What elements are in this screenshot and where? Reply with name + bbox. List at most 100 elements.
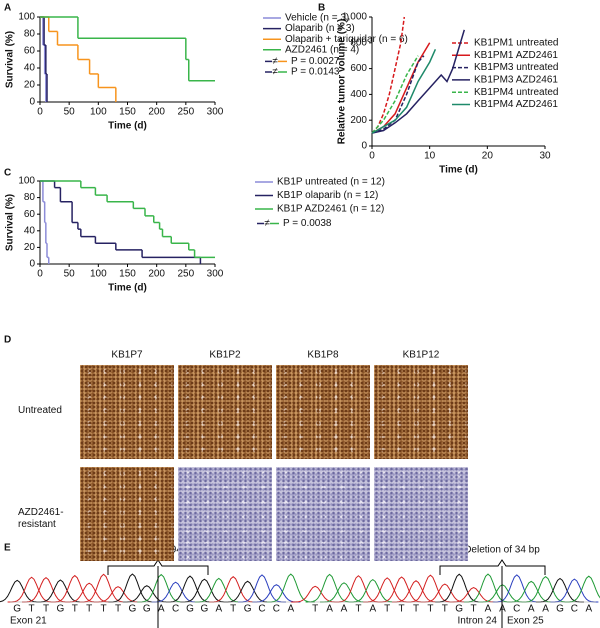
panel-label: E xyxy=(4,543,11,554)
y-tick-label: 80 xyxy=(24,192,36,203)
trace-peak xyxy=(507,580,556,603)
x-tick-label: 150 xyxy=(119,269,136,280)
trace-peak xyxy=(305,573,354,603)
x-tick-label: 0 xyxy=(37,269,43,280)
base-call: T xyxy=(413,604,419,615)
y-tick-label: 20 xyxy=(24,80,36,91)
trace-peak xyxy=(209,576,258,603)
y-tick-label: 100 xyxy=(18,12,35,23)
trace-peak xyxy=(223,580,272,603)
base-call: T xyxy=(72,604,78,615)
base-call: G xyxy=(201,604,209,615)
base-call: A xyxy=(287,604,294,615)
base-call: T xyxy=(29,604,35,615)
base-call: T xyxy=(86,604,92,615)
y-tick-label: 600 xyxy=(350,63,367,74)
column-label: KB1P7 xyxy=(111,350,143,361)
base-call: C xyxy=(172,604,179,615)
base-call: T xyxy=(355,604,361,615)
base-call: A xyxy=(369,604,376,615)
base-call: T xyxy=(399,604,405,615)
base-call: A xyxy=(485,604,492,615)
growth-line xyxy=(371,29,466,134)
growth-line xyxy=(371,55,419,134)
legend-label: KB1PM1 AZD2461 xyxy=(474,50,558,61)
row-label: Untreated xyxy=(18,405,62,416)
column-label: KB1P12 xyxy=(403,350,440,361)
legend-label: AZD2461 (n = 4) xyxy=(285,44,359,55)
trace-peak xyxy=(377,576,426,603)
ihc-image xyxy=(178,365,272,459)
trace-peak xyxy=(348,578,397,603)
x-tick-label: 200 xyxy=(148,269,165,280)
y-tick-label: 400 xyxy=(350,89,367,100)
row-label: AZD2461- resistant xyxy=(18,507,64,530)
trace-peak xyxy=(291,585,340,603)
ihc-image xyxy=(374,365,468,459)
y-axis-title: Relative tumor volume (%) xyxy=(337,19,348,145)
trace-peak xyxy=(22,576,70,603)
ihc-image xyxy=(276,467,370,561)
trace-peak xyxy=(122,585,171,603)
column-label: KB1P2 xyxy=(209,350,241,361)
base-call: G xyxy=(57,604,65,615)
x-tick-label: 100 xyxy=(90,269,107,280)
trace-peak xyxy=(536,577,584,603)
y-tick-label: 60 xyxy=(24,46,36,57)
legend-label: KB1P untreated (n = 12) xyxy=(277,177,385,188)
x-tick-label: 300 xyxy=(207,269,224,280)
p-value: P = 0.0038 xyxy=(283,218,332,229)
y-tick-label: 0 xyxy=(29,97,35,108)
base-call: C xyxy=(273,604,280,615)
panel-label: B xyxy=(318,3,325,14)
base-call: T xyxy=(384,604,390,615)
y-tick-label: 0 xyxy=(361,141,367,152)
column-label: KB1P8 xyxy=(307,350,339,361)
trace-peak xyxy=(266,573,315,603)
ihc-image xyxy=(374,467,468,561)
trace-peak xyxy=(550,578,599,603)
legend-label: KB1P AZD2461 (n = 12) xyxy=(277,204,384,215)
trace-peak xyxy=(492,574,541,603)
base-call: T xyxy=(471,604,477,615)
trace-peak xyxy=(108,573,157,603)
y-tick-label: 100 xyxy=(18,176,35,187)
legend-label: Vehicle (n = 3) xyxy=(285,13,349,24)
trace-peak xyxy=(7,576,56,603)
trace-peak xyxy=(194,577,243,603)
y-tick-label: 200 xyxy=(350,115,367,126)
x-tick-label: 30 xyxy=(539,151,551,162)
p-value: P = 0.0027 xyxy=(291,56,340,67)
base-call: A xyxy=(341,604,348,615)
base-call: G xyxy=(556,604,564,615)
base-call: T xyxy=(442,604,448,615)
x-tick-label: 0 xyxy=(369,151,375,162)
trace-peak xyxy=(334,575,383,603)
trace-peak xyxy=(65,582,114,603)
base-call: A xyxy=(528,604,535,615)
stat-symbol: ≠ xyxy=(264,218,270,229)
base-call: G xyxy=(143,604,151,615)
legend-label: KB1PM3 AZD2461 xyxy=(474,75,558,86)
panel-label: A xyxy=(4,3,11,14)
trace-peak xyxy=(564,575,600,603)
x-axis-title: Time (d) xyxy=(439,165,478,176)
panel-label: D xyxy=(4,335,11,346)
ihc-image xyxy=(80,467,174,561)
trace-peak xyxy=(79,573,128,603)
x-tick-label: 10 xyxy=(424,151,436,162)
y-tick-label: 0 xyxy=(29,259,35,270)
trace-peak xyxy=(420,583,469,603)
panel-label: C xyxy=(4,168,11,179)
base-call: A xyxy=(326,604,333,615)
trace-peak xyxy=(0,579,42,603)
base-call: G xyxy=(244,604,252,615)
deletion-title: Deletion of 34 bp xyxy=(464,545,540,556)
base-call: T xyxy=(230,604,236,615)
legend-label: Olaparib + tariquidar (n = 6) xyxy=(285,34,408,45)
base-call: T xyxy=(427,604,433,615)
trace-peak xyxy=(464,573,512,603)
y-tick-label: 20 xyxy=(24,242,36,253)
legend-label: Olaparib (n = 3) xyxy=(285,23,355,34)
trace-peak xyxy=(50,574,99,603)
